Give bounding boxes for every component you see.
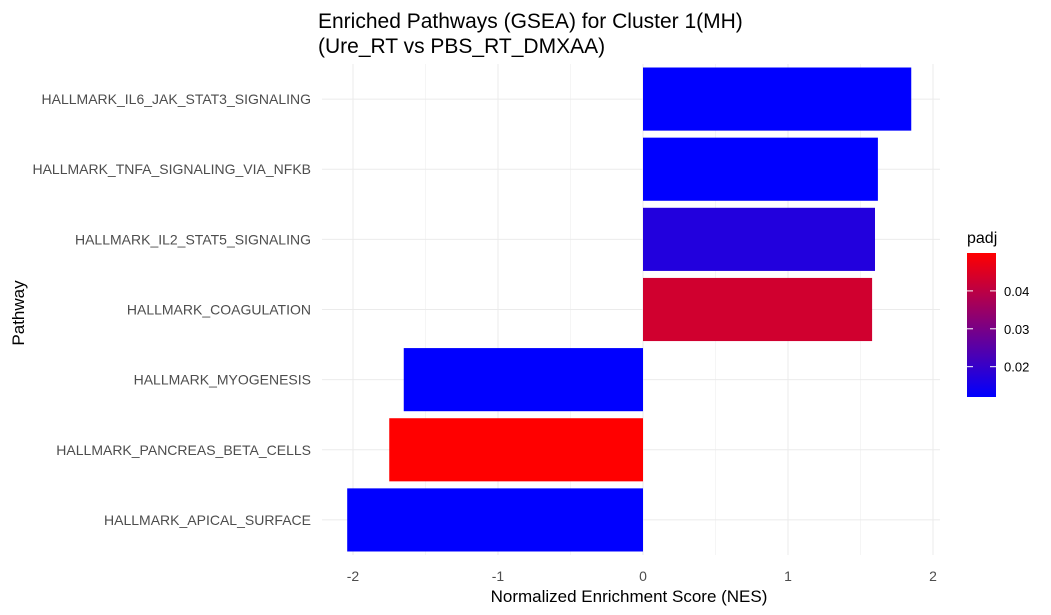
bars (347, 67, 912, 552)
bar (389, 418, 643, 482)
y-axis-title: Pathway (9, 280, 28, 346)
y-tick-label: HALLMARK_MYOGENESIS (134, 372, 311, 388)
x-axis-title: Normalized Enrichment Score (NES) (491, 587, 768, 606)
padj-legend: padj 0.02 0.03 0.04 (967, 230, 1029, 397)
x-tick-label: 1 (784, 568, 792, 584)
x-tick-label: -1 (492, 568, 505, 584)
legend-tick-label: 0.02 (1004, 360, 1029, 375)
x-tick-label: 2 (929, 568, 937, 584)
chart-subtitle: (Ure_RT vs PBS_RT_DMXAA) (318, 35, 605, 58)
chart-title: Enriched Pathways (GSEA) for Cluster 1(M… (318, 10, 743, 33)
y-tick-label: HALLMARK_APICAL_SURFACE (104, 512, 311, 528)
y-tick-label: HALLMARK_COAGULATION (127, 302, 311, 318)
x-tick-labels: -2 -1 0 1 2 (347, 568, 937, 584)
legend-tick-label: 0.03 (1004, 322, 1029, 337)
bar (643, 67, 912, 131)
legend-tick-label: 0.04 (1004, 284, 1029, 299)
y-tick-labels: HALLMARK_IL6_JAK_STAT3_SIGNALING HALLMARK… (32, 91, 311, 528)
bar (643, 137, 878, 201)
legend-title: padj (967, 230, 997, 247)
bar (643, 277, 873, 342)
y-tick-label: HALLMARK_TNFA_SIGNALING_VIA_NFKB (32, 161, 311, 177)
bar (403, 348, 643, 412)
y-tick-label: HALLMARK_PANCREAS_BETA_CELLS (56, 442, 311, 458)
bar (347, 488, 643, 552)
bar (643, 207, 875, 271)
y-tick-label: HALLMARK_IL6_JAK_STAT3_SIGNALING (42, 91, 311, 107)
legend-ticks: 0.02 0.03 0.04 (967, 284, 1029, 375)
legend-colorbar (967, 253, 996, 397)
y-tick-label: HALLMARK_IL2_STAT5_SIGNALING (75, 231, 311, 247)
x-tick-label: -2 (347, 568, 360, 584)
x-tick-label: 0 (639, 568, 647, 584)
